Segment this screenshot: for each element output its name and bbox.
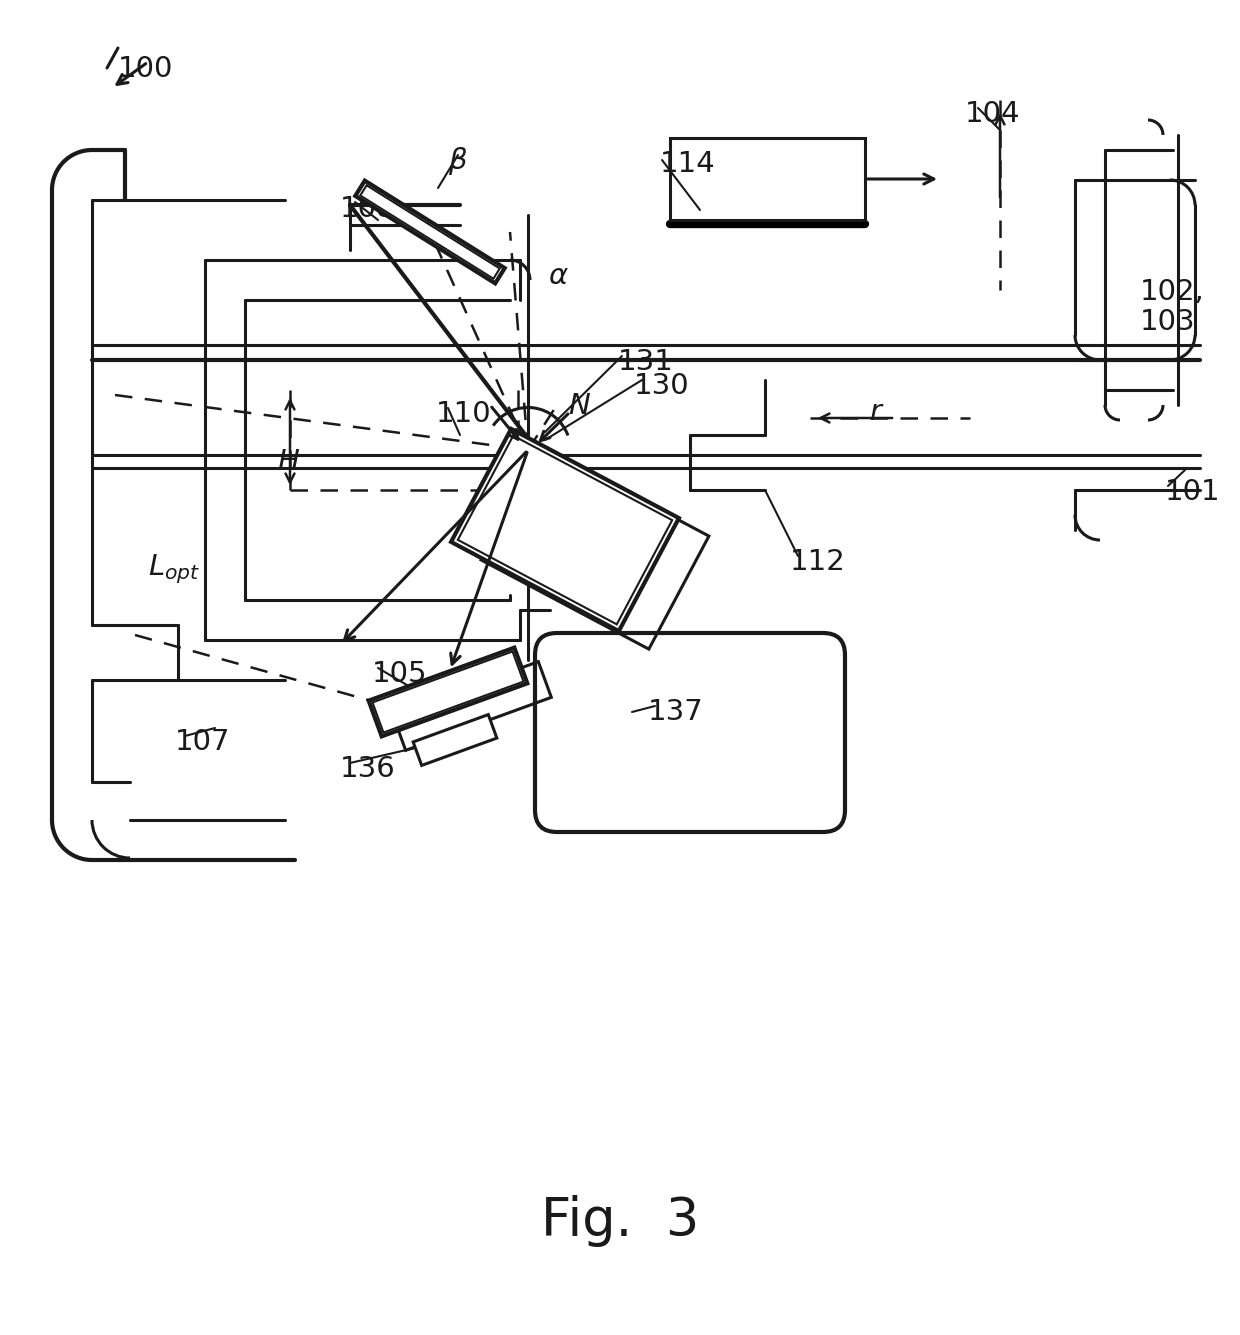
Text: 137: 137 bbox=[649, 698, 704, 726]
Text: 108: 108 bbox=[340, 195, 396, 223]
Text: 101: 101 bbox=[1166, 478, 1220, 506]
Text: β: β bbox=[448, 147, 466, 175]
Text: 130: 130 bbox=[634, 372, 689, 400]
Text: 100: 100 bbox=[118, 55, 174, 83]
Text: r: r bbox=[870, 398, 882, 426]
Text: 136: 136 bbox=[340, 756, 396, 784]
Text: 103: 103 bbox=[1140, 308, 1195, 336]
Text: 114: 114 bbox=[660, 150, 715, 178]
Text: 110: 110 bbox=[436, 400, 491, 429]
Text: α: α bbox=[548, 262, 567, 290]
Text: 107: 107 bbox=[175, 728, 231, 756]
Polygon shape bbox=[413, 714, 497, 765]
Text: 102,: 102, bbox=[1140, 278, 1205, 306]
Text: 111: 111 bbox=[604, 515, 660, 543]
Text: Fig.  3: Fig. 3 bbox=[541, 1195, 699, 1247]
Text: $L_{opt}$: $L_{opt}$ bbox=[148, 551, 200, 586]
Polygon shape bbox=[393, 662, 552, 750]
Text: 112: 112 bbox=[790, 547, 846, 575]
Text: 131: 131 bbox=[618, 348, 673, 376]
Bar bbox=[670, 138, 866, 220]
Text: N: N bbox=[568, 392, 590, 421]
Text: H: H bbox=[277, 449, 299, 477]
Text: 105: 105 bbox=[372, 659, 428, 688]
Polygon shape bbox=[368, 647, 527, 737]
Polygon shape bbox=[356, 180, 505, 283]
Text: 104: 104 bbox=[965, 100, 1021, 128]
Polygon shape bbox=[481, 447, 709, 649]
Polygon shape bbox=[451, 429, 680, 631]
